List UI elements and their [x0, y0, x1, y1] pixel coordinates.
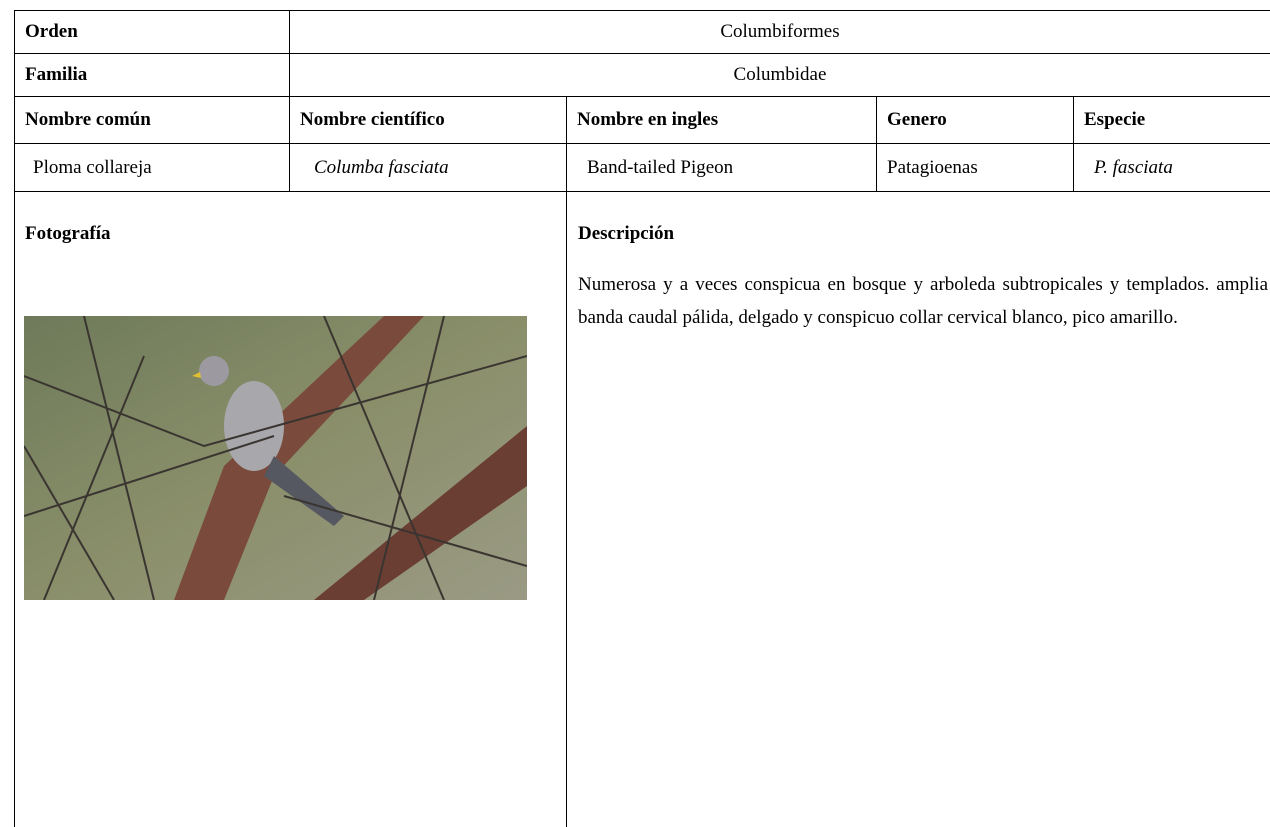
value-cell: Columbiformes — [289, 10, 1270, 53]
label-cell: Familia — [14, 53, 289, 96]
data-cell: Patagioenas — [876, 143, 1073, 191]
label-cell: Orden — [14, 10, 289, 53]
description-text: Numerosa y a veces conspicua en bosque y… — [578, 274, 1268, 328]
data-cell: Columba fasciata — [289, 143, 566, 191]
header-cell: Especie — [1073, 96, 1270, 143]
header-cell: Nombre común — [14, 96, 289, 143]
data-cell: P. fasciata — [1073, 143, 1270, 191]
photo-cell — [14, 191, 567, 827]
header-cell: Nombre científico — [289, 96, 566, 143]
description-title: Descripción — [578, 223, 675, 244]
header-cell: Genero — [876, 96, 1073, 143]
photo — [24, 316, 527, 600]
data-cell: Ploma collareja — [14, 143, 289, 191]
photo-label: Fotografía — [25, 223, 111, 244]
value-cell: Columbidae — [289, 53, 1270, 96]
description-cell — [566, 191, 1270, 827]
data-cell: Band-tailed Pigeon — [566, 143, 876, 191]
header-cell: Nombre en ingles — [566, 96, 876, 143]
